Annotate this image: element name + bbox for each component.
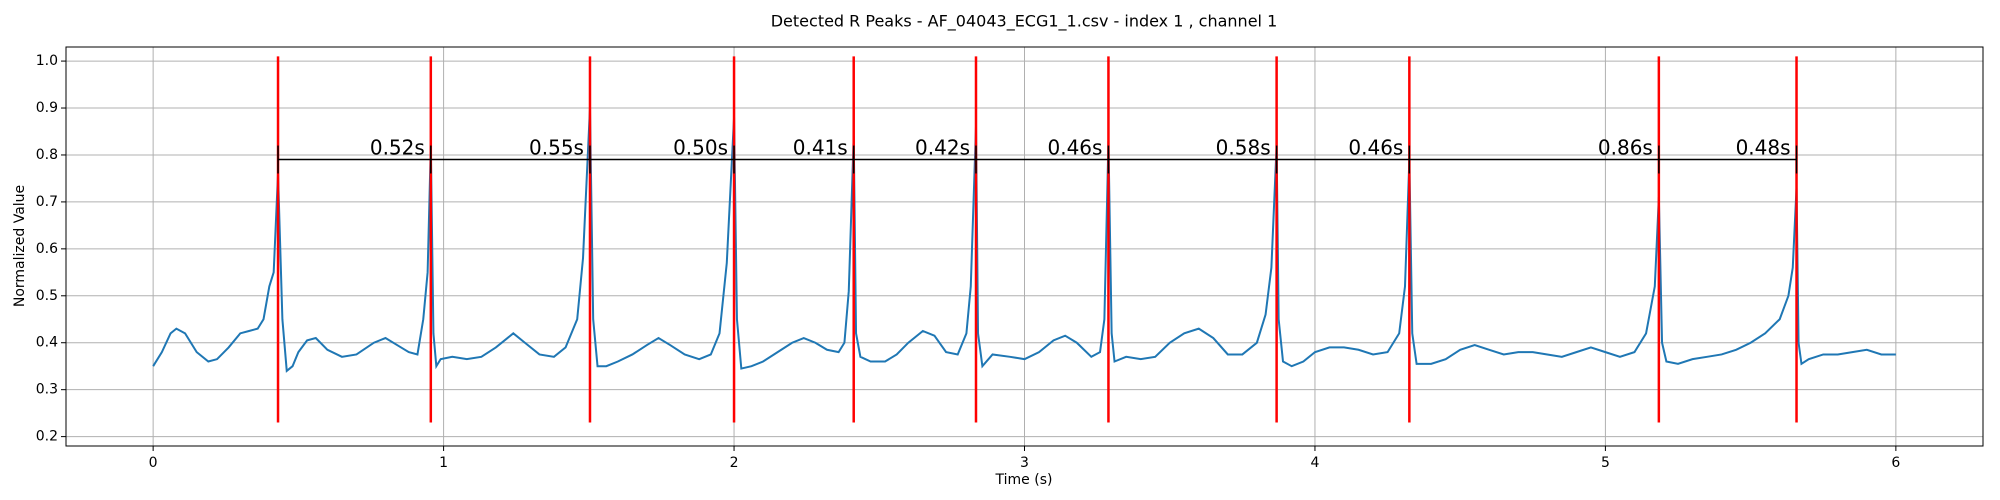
y-tick-label: 0.2 [36, 429, 58, 445]
y-tick-label: 0.5 [36, 288, 58, 304]
interval-label: 0.48s [1736, 136, 1791, 160]
y-axis-label: Normalized Value [12, 185, 28, 307]
chart-title: Detected R Peaks - AF_04043_ECG1_1.csv -… [771, 12, 1278, 32]
interval-label: 0.55s [529, 136, 584, 160]
interval-label: 0.46s [1348, 136, 1403, 160]
interval-label: 0.50s [673, 136, 728, 160]
x-tick-label: 3 [1020, 455, 1029, 471]
plot-frame [65, 46, 1984, 447]
x-axis-label: Time (s) [995, 472, 1053, 488]
x-tick-label: 5 [1601, 455, 1610, 471]
y-tick-label: 0.4 [36, 335, 58, 351]
interval-label: 0.86s [1598, 136, 1653, 160]
interval-label: 0.58s [1216, 136, 1271, 160]
x-tick-label: 0 [149, 455, 158, 471]
y-tick-label: 0.6 [36, 241, 58, 257]
x-tick-label: 4 [1310, 455, 1319, 471]
x-tick-label: 2 [730, 455, 739, 471]
x-tick-label: 1 [439, 455, 448, 471]
y-tick-label: 0.8 [36, 147, 58, 163]
x-tick-label: 6 [1891, 455, 1900, 471]
y-tick-label: 0.9 [36, 100, 58, 116]
ecg-line [152, 107, 1896, 373]
interval-label: 0.46s [1047, 136, 1102, 160]
y-tick-label: 1.0 [36, 53, 58, 69]
y-tick-label: 0.3 [36, 382, 58, 398]
interval-label: 0.52s [370, 136, 425, 160]
interval-label: 0.42s [915, 136, 970, 160]
y-tick-label: 0.7 [36, 194, 58, 210]
interval-label: 0.41s [793, 136, 848, 160]
